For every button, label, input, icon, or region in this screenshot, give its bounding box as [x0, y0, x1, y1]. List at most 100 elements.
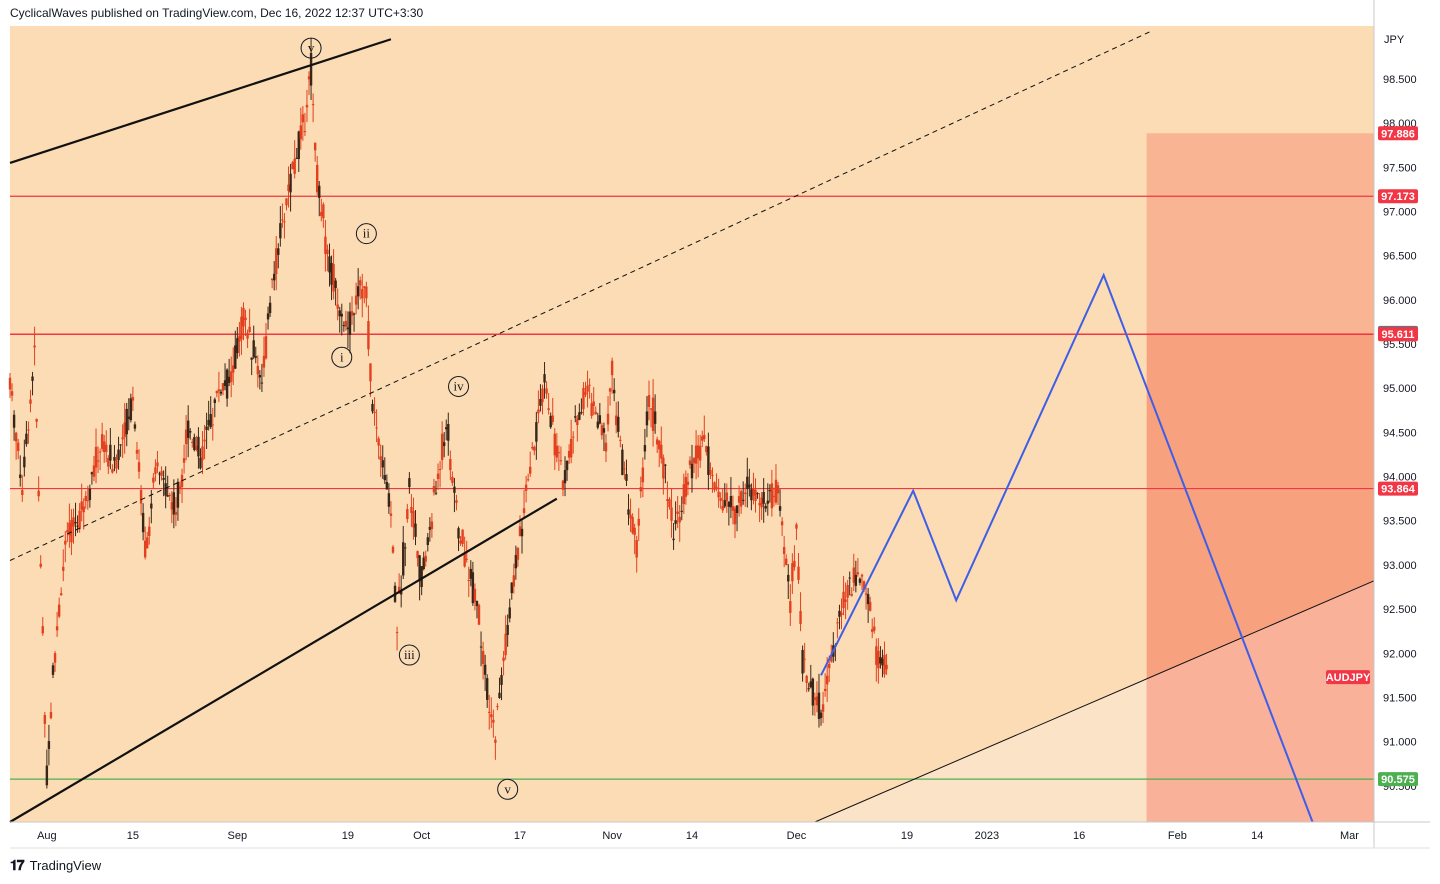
y-tick-label: 97.500 [1383, 162, 1417, 174]
candle-body [445, 427, 448, 430]
y-tick-label: 91.000 [1383, 737, 1417, 749]
candle-body [770, 483, 774, 509]
candle-body [346, 327, 350, 330]
candle-body [754, 489, 757, 502]
projection-layer[interactable] [820, 272, 1314, 823]
candle-body [768, 490, 772, 492]
candle-body [483, 664, 487, 675]
candle-body [66, 530, 69, 533]
candle-body [449, 459, 452, 471]
candle-body [742, 499, 745, 501]
candle-body [561, 480, 565, 490]
candle-body [240, 316, 243, 340]
candle-body [567, 450, 571, 458]
candle-body [90, 472, 94, 475]
candle-body [531, 447, 534, 449]
candle-body [494, 739, 497, 743]
candle-body [471, 572, 475, 604]
candle-body [72, 517, 75, 527]
candle-body [455, 500, 458, 503]
candle-body [275, 248, 278, 275]
candle-body [821, 704, 825, 712]
candle-body [524, 484, 528, 491]
candle-body [842, 591, 845, 609]
candle-body [805, 675, 808, 683]
candle-body [529, 466, 532, 474]
candle-body [422, 557, 425, 570]
candle-body [807, 688, 810, 690]
candle-body [508, 607, 511, 619]
candle-body [830, 655, 833, 662]
candle-body [789, 601, 792, 613]
projection-path[interactable] [820, 272, 1314, 823]
candle-body [94, 446, 98, 468]
candle-body [45, 765, 49, 786]
axes-layer: JPY98.50098.00097.50097.00096.50096.0009… [10, 0, 1430, 849]
candle-body [498, 692, 501, 698]
candle-body [780, 521, 784, 526]
candle-body [264, 336, 268, 359]
candle-body [713, 482, 716, 490]
candle-body [506, 624, 509, 635]
candle-body [574, 416, 577, 418]
candle-body [303, 131, 307, 133]
candle-body [287, 184, 290, 192]
candle-body [307, 76, 311, 80]
candle-body [694, 445, 698, 464]
candle-body [586, 385, 589, 392]
candle-body [23, 456, 26, 468]
candle-body [236, 338, 239, 354]
y-tick-label: 92.000 [1383, 648, 1417, 660]
candle-body [502, 657, 505, 662]
candle-body [625, 474, 628, 481]
candle-body [823, 688, 827, 691]
channel-dashed[interactable] [9, 29, 1154, 561]
candle-body [866, 594, 870, 605]
x-tick-label: 19 [901, 830, 913, 842]
y-tick-label: 96.500 [1383, 251, 1417, 263]
candle-body [838, 610, 841, 617]
trendlines-layer[interactable] [9, 29, 1375, 823]
candle-body [477, 604, 481, 625]
candle-body [365, 286, 368, 299]
candle-body [383, 475, 386, 481]
candle-body [459, 540, 462, 544]
candle-body [254, 356, 257, 358]
candle-body [27, 429, 30, 431]
candle-body [854, 574, 858, 586]
candle-body [463, 552, 466, 567]
candle-body [328, 256, 331, 273]
candle-body [705, 446, 708, 452]
candle-body [143, 540, 147, 558]
candle-body [176, 481, 180, 508]
level-badge-90.575-bg [1378, 772, 1418, 787]
candle-body [82, 506, 85, 513]
candle-body [154, 467, 157, 474]
candle-body [113, 457, 116, 461]
footer-brand[interactable]: 𝟏𝟕 TradingView [10, 857, 101, 874]
candle-body [338, 310, 341, 317]
bottom-diagonal[interactable] [814, 580, 1375, 823]
candle-body [828, 663, 831, 669]
candle-body [488, 711, 491, 713]
candle-body [639, 487, 642, 492]
candle-body [871, 629, 874, 632]
lower-trendline[interactable] [9, 497, 558, 823]
y-tick-label: 97.000 [1383, 207, 1417, 219]
candle-body [846, 585, 849, 598]
candle-body [428, 526, 432, 530]
upper-trendline[interactable] [9, 38, 392, 164]
candle-body [522, 508, 526, 514]
candle-body [479, 646, 483, 648]
candle-body [641, 467, 645, 483]
candle-body [645, 411, 649, 426]
candle-body [485, 678, 489, 700]
candle-body [105, 444, 108, 452]
candle-body [553, 433, 556, 456]
x-tick-label: Mar [1340, 830, 1359, 842]
candle-body [131, 397, 135, 401]
x-tick-label: 15 [127, 830, 139, 842]
candle-body [332, 264, 335, 292]
candle-body [78, 510, 81, 530]
